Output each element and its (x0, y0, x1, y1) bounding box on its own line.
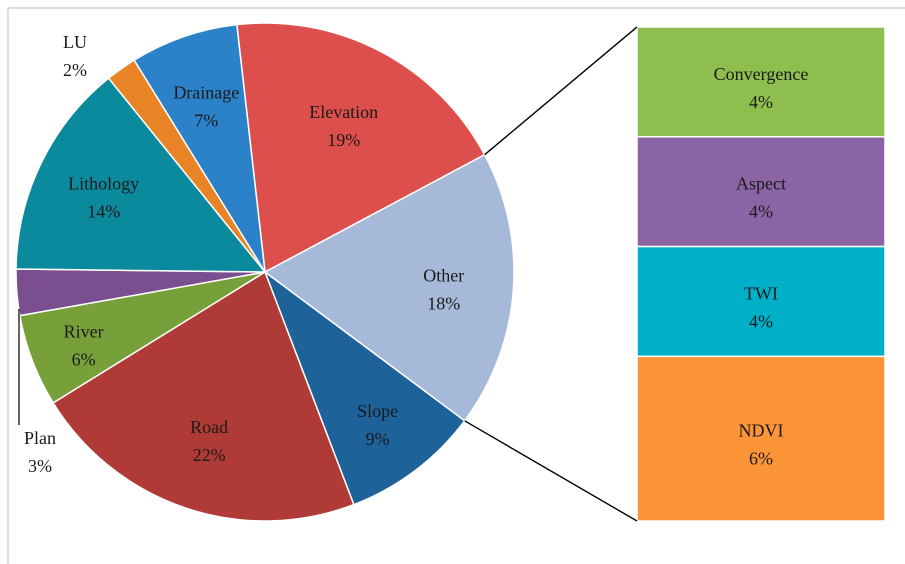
pie-label-value-lu: 2% (63, 60, 87, 80)
pie-slice-lithology (15, 77, 267, 273)
pie-label-name-drainage: Drainage (173, 83, 239, 103)
pie-label-name-plan: Plan (24, 428, 56, 448)
pie-slice-slope (263, 269, 466, 506)
pie-slice-road (52, 270, 355, 522)
pie-label-name-other: Other (423, 265, 464, 285)
connector-line-bottom (464, 420, 638, 522)
pie-label-name-slope: Slope (357, 401, 398, 421)
bar-label-value-aspect: 4% (749, 202, 773, 222)
pie-label-value-drainage: 7% (194, 111, 218, 131)
bar-segment-twi (636, 245, 886, 358)
pie-label-value-plan: 3% (28, 456, 52, 476)
pie-slice-other (263, 153, 515, 422)
pie-slice-elevation (235, 22, 486, 274)
bar-label-value-ndvi: 6% (749, 449, 773, 469)
pie-label-value-road: 22% (193, 445, 226, 465)
pie-label-name-road: Road (190, 417, 228, 437)
bar-label-name-convergence: Convergence (714, 64, 809, 84)
bar-label-value-twi: 4% (749, 311, 773, 331)
pie-label-value-river: 6% (72, 349, 96, 369)
pie-label-name-lithology: Lithology (68, 174, 139, 194)
pie-label-value-lithology: 14% (87, 202, 120, 222)
bar-segment-convergence (636, 26, 886, 138)
bar-label-value-convergence: 4% (749, 92, 773, 112)
bar-label-name-twi: TWI (744, 283, 778, 303)
pie-label-name-lu: LU (63, 32, 87, 52)
bar-label-name-aspect: Aspect (736, 174, 786, 194)
pie-label-name-elevation: Elevation (309, 102, 378, 122)
bar-segment-ndvi (636, 355, 886, 522)
pie-label-name-river: River (64, 321, 104, 341)
pie-slice-drainage (133, 23, 266, 273)
pie-label-value-slope: 9% (366, 429, 390, 449)
bar-label-name-ndvi: NDVI (739, 421, 784, 441)
pie-label-value-elevation: 19% (327, 130, 360, 150)
connector-line-top (484, 26, 638, 156)
pie-label-value-other: 18% (427, 293, 460, 313)
